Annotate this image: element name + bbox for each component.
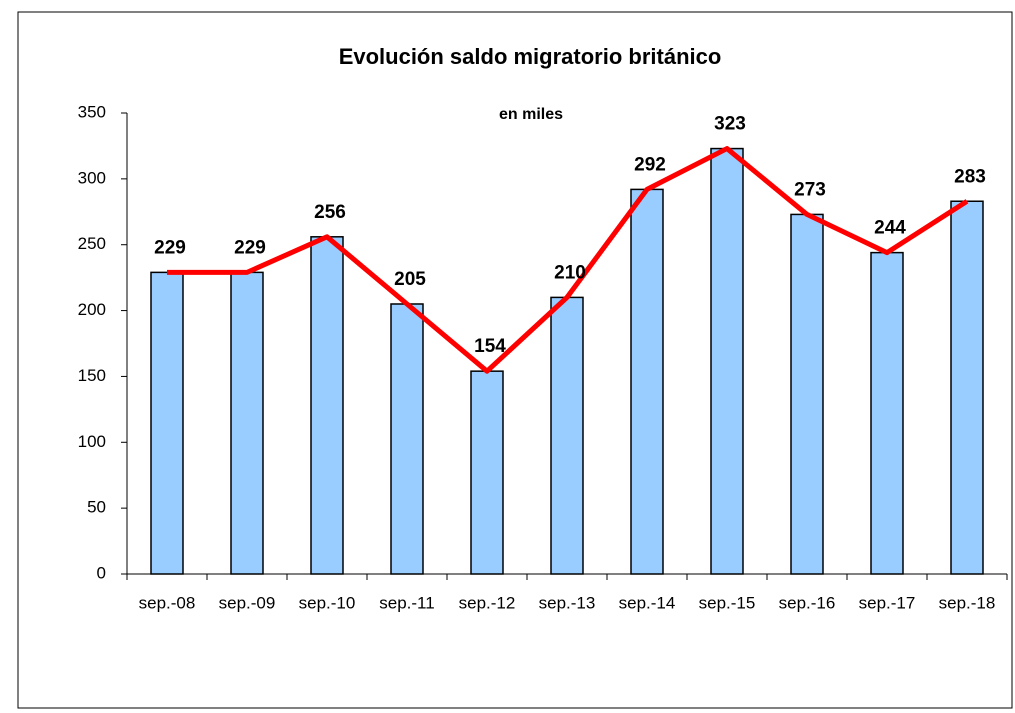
bar <box>950 200 984 575</box>
bar <box>230 271 264 575</box>
chart-title: Evolución saldo migratorio británico <box>339 44 722 69</box>
x-tick-label: sep.-12 <box>459 593 516 612</box>
y-tick-label: 200 <box>78 300 106 319</box>
x-tick-label: sep.-14 <box>619 593 676 612</box>
data-label: 256 <box>314 202 346 223</box>
x-tick-label: sep.-15 <box>699 593 756 612</box>
data-label: 244 <box>874 218 906 239</box>
bar <box>550 296 584 575</box>
y-tick-label: 300 <box>78 168 106 187</box>
y-tick-label: 150 <box>78 366 106 385</box>
x-tick-label: sep.-08 <box>139 593 196 612</box>
data-label: 210 <box>554 262 586 283</box>
data-label: 323 <box>714 114 746 135</box>
data-label: 283 <box>954 166 986 187</box>
data-label: 292 <box>634 154 666 175</box>
data-label: 154 <box>474 336 506 357</box>
y-tick-label: 100 <box>78 432 106 451</box>
chart-border <box>17 11 1013 709</box>
bar <box>470 370 504 575</box>
y-tick-label: 0 <box>97 563 106 582</box>
x-tick-label: sep.-18 <box>939 593 996 612</box>
chart-subtitle: en miles <box>499 106 563 123</box>
bar <box>150 271 184 575</box>
x-tick-label: sep.-09 <box>219 593 276 612</box>
x-tick-label: sep.-10 <box>299 593 356 612</box>
x-tick-label: sep.-17 <box>859 593 916 612</box>
bar <box>630 188 664 575</box>
bar <box>870 251 904 575</box>
bar <box>710 147 744 575</box>
bar <box>310 236 344 575</box>
y-tick-label: 50 <box>87 498 106 517</box>
bar <box>390 303 424 575</box>
y-tick-label: 350 <box>78 102 106 121</box>
y-tick-label: 250 <box>78 234 106 253</box>
data-label: 229 <box>234 237 266 258</box>
x-tick-label: sep.-16 <box>779 593 836 612</box>
data-label: 229 <box>154 237 186 258</box>
x-tick-label: sep.-11 <box>379 593 434 612</box>
data-label: 273 <box>794 179 826 200</box>
bar <box>790 213 824 575</box>
x-tick-label: sep.-13 <box>539 593 596 612</box>
line <box>167 146 969 374</box>
data-label: 205 <box>394 269 426 290</box>
